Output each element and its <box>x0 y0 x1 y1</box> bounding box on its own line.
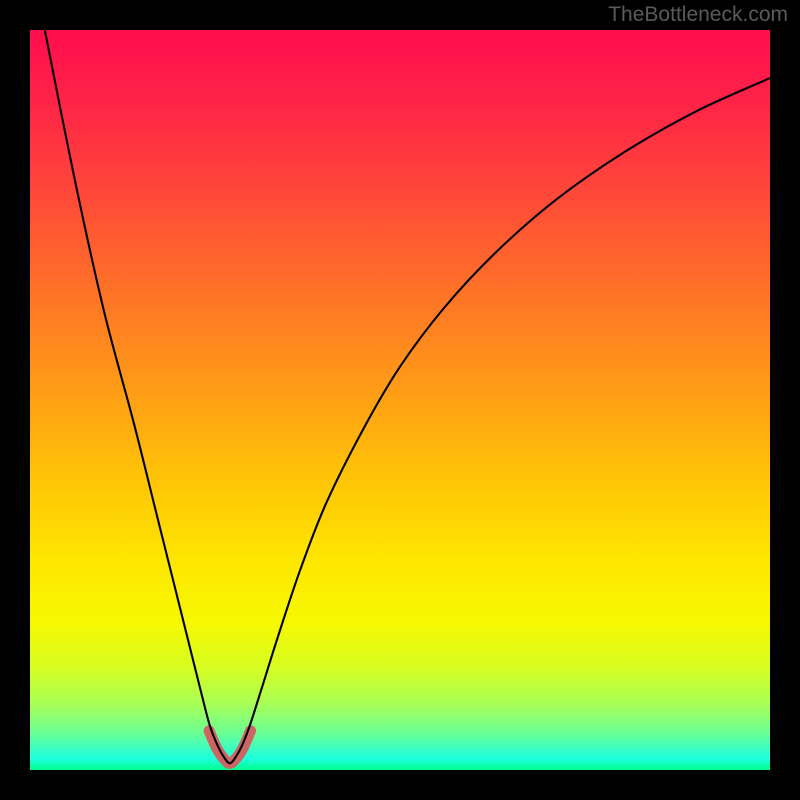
chart-container: { "watermark": { "text": "TheBottleneck.… <box>0 0 800 800</box>
chart-svg <box>0 0 800 800</box>
plot-background <box>30 30 770 770</box>
